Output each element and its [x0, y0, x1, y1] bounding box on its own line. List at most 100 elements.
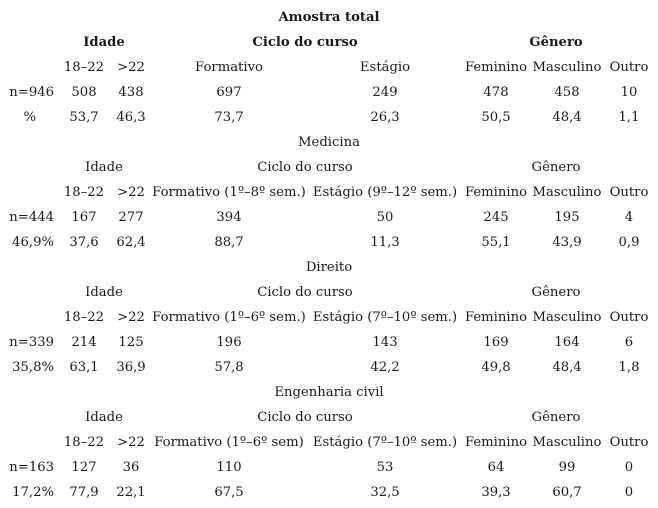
percent-cell: 1,8	[618, 360, 640, 375]
section-title: Engenharia civil	[274, 385, 384, 400]
column-header: Masculino	[532, 60, 602, 75]
percent-cell: 11,3	[370, 235, 400, 250]
column-header: Formativo (1º–8º sem.)	[152, 185, 306, 200]
count-cell: 169	[483, 335, 509, 350]
percent-cell: 48,4	[552, 110, 582, 125]
percent-cell: 77,9	[69, 485, 99, 500]
count-cell: 697	[216, 85, 242, 100]
percent-label: %	[23, 110, 36, 125]
percent-row: 46,9% 37,6 62,4 88,7 11,3 55,1 43,9 0,9	[0, 230, 658, 255]
column-header: Estágio	[359, 60, 411, 75]
count-cell: 164	[554, 335, 580, 350]
group-header-row: Idade Ciclo do curso Gênero	[0, 30, 658, 55]
count-cell: 196	[216, 335, 242, 350]
group-header-cycle: Ciclo do curso	[257, 285, 353, 300]
count-cell: 127	[71, 460, 97, 475]
percent-cell: 49,8	[481, 360, 511, 375]
column-header: Formativo (1º–6º sem)	[154, 435, 304, 450]
count-row: n=163 127 36 110 53 64 99 0	[0, 455, 658, 480]
column-header: Estágio (9º–12º sem.)	[312, 185, 458, 200]
column-header: Estágio (7º–10º sem.)	[312, 310, 458, 325]
count-label: n=163	[9, 460, 54, 475]
group-header-cycle: Ciclo do curso	[257, 160, 353, 175]
group-header-age: Idade	[85, 160, 123, 175]
percent-cell: 60,7	[552, 485, 582, 500]
percent-cell: 39,3	[481, 485, 511, 500]
percent-cell: 36,9	[116, 360, 146, 375]
section-title: Medicina	[298, 135, 360, 150]
count-cell: 167	[71, 210, 97, 225]
percent-cell: 37,6	[69, 235, 99, 250]
count-cell: 10	[620, 85, 638, 100]
count-cell: 50	[376, 210, 394, 225]
count-cell: 394	[216, 210, 242, 225]
group-header-age: Idade	[85, 410, 123, 425]
count-cell: 249	[372, 85, 398, 100]
percent-cell: 0,9	[618, 235, 640, 250]
percent-cell: 26,3	[370, 110, 400, 125]
column-header-row: 18–22 >22 Formativo (1º–6º sem) Estágio (7º…	[0, 430, 658, 455]
column-header-row: 18–22 >22 Formativo (1º–8º sem.) Estágio (9…	[0, 180, 658, 205]
count-row: n=339 214 125 196 143 169 164 6	[0, 330, 658, 355]
percent-cell: 43,9	[552, 235, 582, 250]
percent-cell: 0	[624, 485, 634, 500]
count-label: n=946	[9, 85, 54, 100]
percent-label: 46,9%	[12, 235, 54, 250]
page-title: Amostra total	[278, 10, 380, 25]
percent-cell: 53,7	[69, 110, 99, 125]
count-cell: 6	[624, 335, 634, 350]
group-header-gender: Gênero	[531, 160, 581, 175]
column-header: Feminino	[464, 60, 528, 75]
column-header: 18–22	[63, 435, 105, 450]
group-header-cycle: Ciclo do curso	[257, 410, 353, 425]
count-cell: 508	[71, 85, 97, 100]
percent-cell: 1,1	[618, 110, 640, 125]
section-title: Direito	[305, 260, 353, 275]
column-header: Outro	[609, 60, 649, 75]
column-header: Outro	[609, 435, 649, 450]
group-header-gender: Gênero	[531, 410, 581, 425]
percent-row: 35,8% 63,1 36,9 57,8 42,2 49,8 48,4 1,8	[0, 355, 658, 380]
percent-cell: 57,8	[214, 360, 244, 375]
percent-cell: 48,4	[552, 360, 582, 375]
percent-cell: 63,1	[69, 360, 99, 375]
percent-cell: 32,5	[370, 485, 400, 500]
percent-cell: 50,5	[481, 110, 511, 125]
section-title-row: Direito	[0, 255, 658, 280]
percent-cell: 62,4	[116, 235, 146, 250]
column-header: Formativo (1º–6º sem.)	[152, 310, 306, 325]
count-cell: 110	[216, 460, 242, 475]
percent-cell: 73,7	[214, 110, 244, 125]
column-header: >22	[117, 60, 145, 75]
percent-row: % 53,7 46,3 73,7 26,3 50,5 48,4 1,1	[0, 105, 658, 130]
column-header: Estágio (7º–10º sem.)	[312, 435, 458, 450]
count-label: n=444	[9, 210, 54, 225]
count-cell: 478	[483, 85, 509, 100]
count-row: n=946 508 438 697 249 478 458 10	[0, 80, 658, 105]
section-title-row: Medicina	[0, 130, 658, 155]
group-header-row: Idade Ciclo do curso Gênero	[0, 155, 658, 180]
column-header: Masculino	[532, 185, 602, 200]
count-cell: 53	[376, 460, 394, 475]
group-header-gender: Gênero	[529, 35, 583, 50]
percent-label: 17,2%	[12, 485, 54, 500]
count-cell: 125	[118, 335, 144, 350]
column-header: Formativo	[195, 60, 263, 75]
percent-cell: 22,1	[116, 485, 146, 500]
column-header: Masculino	[532, 435, 602, 450]
column-header: 18–22	[63, 310, 105, 325]
section-title-row: Engenharia civil	[0, 380, 658, 405]
count-cell: 277	[118, 210, 144, 225]
group-header-age: Idade	[85, 285, 123, 300]
count-row: n=444 167 277 394 50 245 195 4	[0, 205, 658, 230]
group-header-age: Idade	[83, 35, 125, 50]
column-header: 18–22	[63, 185, 105, 200]
count-cell: 36	[122, 460, 140, 475]
column-header: Feminino	[464, 310, 528, 325]
count-cell: 245	[483, 210, 509, 225]
group-header-cycle: Ciclo do curso	[252, 35, 358, 50]
group-header-gender: Gênero	[531, 285, 581, 300]
count-label: n=339	[9, 335, 54, 350]
column-header: Outro	[609, 310, 649, 325]
count-cell: 438	[118, 85, 144, 100]
